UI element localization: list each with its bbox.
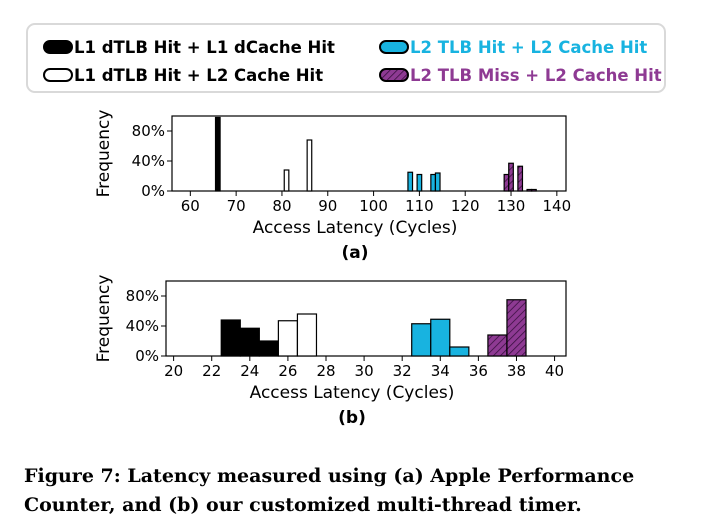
- bar: [220, 319, 241, 357]
- x-tick-label: 70: [227, 197, 246, 215]
- x-tick-label: 80: [272, 197, 291, 215]
- legend-frame: [26, 23, 666, 93]
- y-tick-label: 40%: [132, 152, 165, 170]
- legend-swatch-2: [379, 40, 409, 54]
- x-tick-label: 32: [393, 362, 412, 380]
- legend-swatch-0: [43, 40, 73, 54]
- bar: [531, 188, 537, 192]
- figure: L1 dTLB Hit + L1 dCache Hit L1 dTLB Hit +…: [26, 23, 666, 428]
- bar: [434, 172, 441, 192]
- subplot-label: (a): [341, 243, 368, 263]
- y-tick-label: 0%: [135, 347, 159, 365]
- subplot-a: 60 70 80 90 100 110 120 130 140 0% 40% 80% Access La…: [94, 110, 571, 263]
- x-tick-label: 130: [497, 197, 526, 215]
- bar: [214, 116, 221, 192]
- plot-frame: [165, 280, 567, 357]
- x-tick-label: 20: [164, 362, 183, 380]
- bar: [296, 313, 318, 357]
- bar: [258, 340, 279, 357]
- bar: [430, 318, 451, 357]
- bar: [239, 327, 260, 357]
- bar: [503, 173, 510, 192]
- bar: [508, 162, 514, 192]
- bar: [517, 165, 524, 192]
- legend: L1 dTLB Hit + L1 dCache Hit L1 dTLB Hit +…: [26, 23, 666, 93]
- bar: [283, 169, 290, 192]
- legend-label-2: L2 TLB Hit + L2 Cache Hit: [410, 38, 647, 57]
- x-axis-label: Access Latency (Cycles): [253, 218, 458, 238]
- x-tick-label: 40: [545, 362, 564, 380]
- x-tick-label: 140: [543, 197, 572, 215]
- y-tick-label: 80%: [132, 122, 165, 140]
- y-tick-label: 0%: [141, 182, 165, 200]
- x-tick-label: 100: [359, 197, 388, 215]
- bar: [487, 334, 508, 357]
- bar: [277, 320, 299, 357]
- bar: [526, 188, 533, 192]
- x-tick-label: 90: [318, 197, 337, 215]
- bar: [407, 171, 414, 192]
- legend-label-1: L1 dTLB Hit + L2 Cache Hit: [74, 66, 323, 85]
- x-tick-label: 28: [316, 362, 335, 380]
- x-tick-label: 22: [202, 362, 221, 380]
- bar: [411, 323, 432, 357]
- x-tick-label: 24: [240, 362, 259, 380]
- bar: [449, 346, 470, 357]
- y-tick-label: 40%: [126, 317, 159, 335]
- y-tick-label: 80%: [126, 287, 159, 305]
- figure-caption: Figure 7: Latency measured using (a) App…: [24, 465, 635, 516]
- subplot-label: (b): [338, 408, 366, 428]
- bar: [306, 139, 313, 192]
- bar: [506, 299, 527, 357]
- legend-label-3: L2 TLB Miss + L2 Cache Hit: [410, 66, 662, 85]
- subplot-b: 20 22 24 26 28 30 32 34 36 38 40 0% 40% 80% Access Lat…: [94, 275, 567, 428]
- legend-swatch-1: [43, 68, 73, 82]
- y-axis-label: Frequency: [94, 275, 114, 363]
- x-tick-label: 110: [405, 197, 434, 215]
- bar: [430, 173, 437, 192]
- bar: [416, 173, 423, 192]
- x-tick-label: 34: [431, 362, 450, 380]
- x-tick-label: 60: [181, 197, 200, 215]
- x-tick-label: 30: [355, 362, 374, 380]
- plot-frame: [171, 115, 567, 192]
- x-tick-label: 26: [278, 362, 297, 380]
- y-axis-label: Frequency: [94, 110, 114, 198]
- legend-swatch-3: [379, 68, 409, 82]
- x-tick-label: 38: [507, 362, 526, 380]
- x-tick-label: 36: [469, 362, 488, 380]
- x-axis-label: Access Latency (Cycles): [250, 383, 455, 403]
- x-tick-label: 120: [451, 197, 480, 215]
- legend-label-0: L1 dTLB Hit + L1 dCache Hit: [74, 38, 335, 57]
